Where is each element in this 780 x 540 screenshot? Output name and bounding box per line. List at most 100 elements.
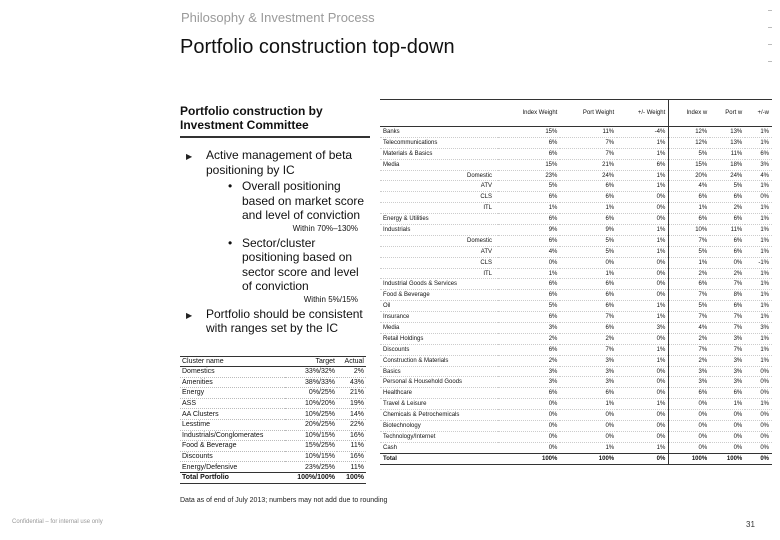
weight-cell: 3%: [710, 333, 746, 345]
table-row: ATV 4% 5% 1% 5% 6% 1%: [380, 246, 772, 258]
weight-cell: 1%: [617, 398, 669, 411]
table-row: Travel & Leisure 0% 1% 1% 0% 1% 1%: [380, 398, 772, 411]
cluster-name-cell: Domestics: [180, 366, 286, 378]
weight-cell: 1%: [745, 344, 772, 356]
weight-cell: 9%: [560, 224, 618, 236]
weight-cell: 0%: [710, 442, 746, 454]
table-row: Discounts 6% 7% 1% 7% 7% 1%: [380, 344, 772, 356]
weight-cell: 0%: [745, 387, 772, 400]
table-header-row: Index Weight Port Weight +/- Weight Inde…: [380, 99, 772, 127]
column-header: Actual: [337, 356, 366, 367]
weight-cell: 6%: [498, 191, 561, 204]
cluster-name-cell: Food & Beverage: [180, 440, 286, 452]
weight-cell: 6%: [498, 278, 561, 291]
weight-cell: 24%: [560, 170, 618, 182]
total-actual-cell: 100%: [337, 471, 366, 484]
table-row: Domestic 6% 5% 1% 7% 6% 1%: [380, 235, 772, 247]
weight-cell: 1%: [560, 268, 618, 280]
table-row: Insurance 6% 7% 1% 7% 7% 1%: [380, 311, 772, 324]
weight-cell: 1%: [745, 224, 772, 236]
target-cell: 10%/15%: [285, 451, 337, 463]
weight-cell: 3%: [710, 376, 746, 389]
weight-cell: 3%: [710, 355, 746, 367]
target-cell: 10%/20%: [285, 398, 337, 410]
confidential-note: Confidential – for internal use only: [12, 519, 103, 525]
weight-cell: 0%: [745, 376, 772, 389]
weight-cell: 1%: [617, 148, 669, 160]
actual-cell: 19%: [337, 398, 366, 410]
weight-cell: 1%: [617, 180, 669, 193]
weight-cell: 2%: [668, 333, 711, 345]
table-row: ITL 1% 1% 0% 2% 2% 1%: [380, 268, 772, 280]
weight-cell: 6%: [560, 180, 618, 193]
target-cell: 10%/15%: [285, 430, 337, 442]
weight-cell: 5%: [498, 300, 561, 313]
sector-label-cell: Food & Beverage: [380, 289, 498, 302]
table-row: Energy 0%/25% 21%: [180, 387, 366, 399]
weight-cell: 6%: [560, 289, 618, 302]
table-row: Cash 0% 1% 1% 0% 0% 0%: [380, 442, 772, 454]
cluster-name-cell: Amenities: [180, 377, 286, 389]
weight-cell: 6%: [560, 387, 618, 400]
weight-cell: 12%: [668, 126, 711, 138]
weight-cell: 0%: [617, 431, 669, 443]
sector-label-cell: Domestic: [380, 170, 498, 182]
sector-weights-table: Index Weight Port Weight +/- Weight Inde…: [380, 99, 772, 465]
weight-cell: 1%: [710, 398, 746, 411]
table-row: Industrial Goods & Services 6% 6% 0% 6% 7% 1%: [380, 278, 772, 291]
weight-cell: 0%: [498, 398, 561, 411]
weight-cell: 4%: [498, 246, 561, 258]
target-cell: 38%/33%: [285, 377, 337, 389]
sector-label-cell: CLS: [380, 191, 498, 204]
column-header: Index Weight: [498, 99, 561, 127]
sector-label-cell: Industrials: [380, 224, 498, 236]
table-row: Domestics 33%/32% 2%: [180, 366, 366, 378]
weight-cell: 1%: [745, 180, 772, 193]
weight-cell: 1%: [745, 300, 772, 313]
sector-label-cell: Travel & Leisure: [380, 398, 498, 411]
target-cell: 20%/25%: [285, 419, 337, 431]
weight-cell: 5%: [560, 235, 618, 247]
bullet-item: Portfolio should be consistent with rang…: [180, 307, 370, 336]
table-row: Food & Beverage 15%/25% 11%: [180, 440, 366, 452]
weight-cell: 7%: [668, 289, 711, 302]
weight-cell: 13%: [710, 126, 746, 138]
weight-cell: 0%: [668, 398, 711, 411]
weight-cell: 3%: [560, 376, 618, 389]
table-row: AA Clusters 10%/25% 14%: [180, 408, 366, 420]
sector-label-cell: Construction & Materials: [380, 355, 498, 367]
weight-cell: 3%: [745, 322, 772, 334]
box-heading: Portfolio construction by Investment Com…: [180, 104, 370, 138]
weight-cell: 1%: [560, 202, 618, 215]
weight-cell: 1%: [745, 126, 772, 138]
total-weight-cell: 100%: [668, 452, 711, 465]
weight-cell: 8%: [710, 289, 746, 302]
weight-cell: 0%: [745, 442, 772, 454]
weight-cell: 9%: [498, 224, 561, 236]
weight-cell: 1%: [745, 311, 772, 324]
weight-cell: 0%: [668, 420, 711, 432]
table-row: Lesstime 20%/25% 22%: [180, 419, 366, 431]
weight-cell: 11%: [710, 224, 746, 236]
weight-cell: 0%: [745, 191, 772, 204]
weight-cell: 1%: [617, 137, 669, 149]
weight-cell: 5%: [498, 180, 561, 193]
weight-cell: 0%: [617, 278, 669, 291]
column-header: Port w: [710, 99, 746, 127]
weight-cell: 0%: [560, 409, 618, 422]
weight-cell: 5%: [710, 180, 746, 193]
sub-bullet-item: Overall positioning based on market scor…: [180, 179, 370, 223]
weight-cell: 11%: [560, 126, 618, 138]
weight-cell: 1%: [745, 268, 772, 280]
weight-cell: 6%: [560, 191, 618, 204]
sector-label-cell: Personal & Household Goods: [380, 376, 498, 389]
weight-cell: 1%: [745, 213, 772, 226]
left-column: Portfolio construction by Investment Com…: [180, 104, 370, 338]
sector-label-cell: Healthcare: [380, 387, 498, 400]
weight-cell: 2%: [668, 355, 711, 367]
sector-label-cell: ATV: [380, 180, 498, 193]
weight-cell: 1%: [745, 246, 772, 258]
table-row: Telecommunications 6% 7% 1% 12% 13% 1%: [380, 137, 772, 149]
weight-cell: 18%: [710, 159, 746, 171]
cluster-name-cell: Energy/Defensive: [180, 461, 286, 473]
